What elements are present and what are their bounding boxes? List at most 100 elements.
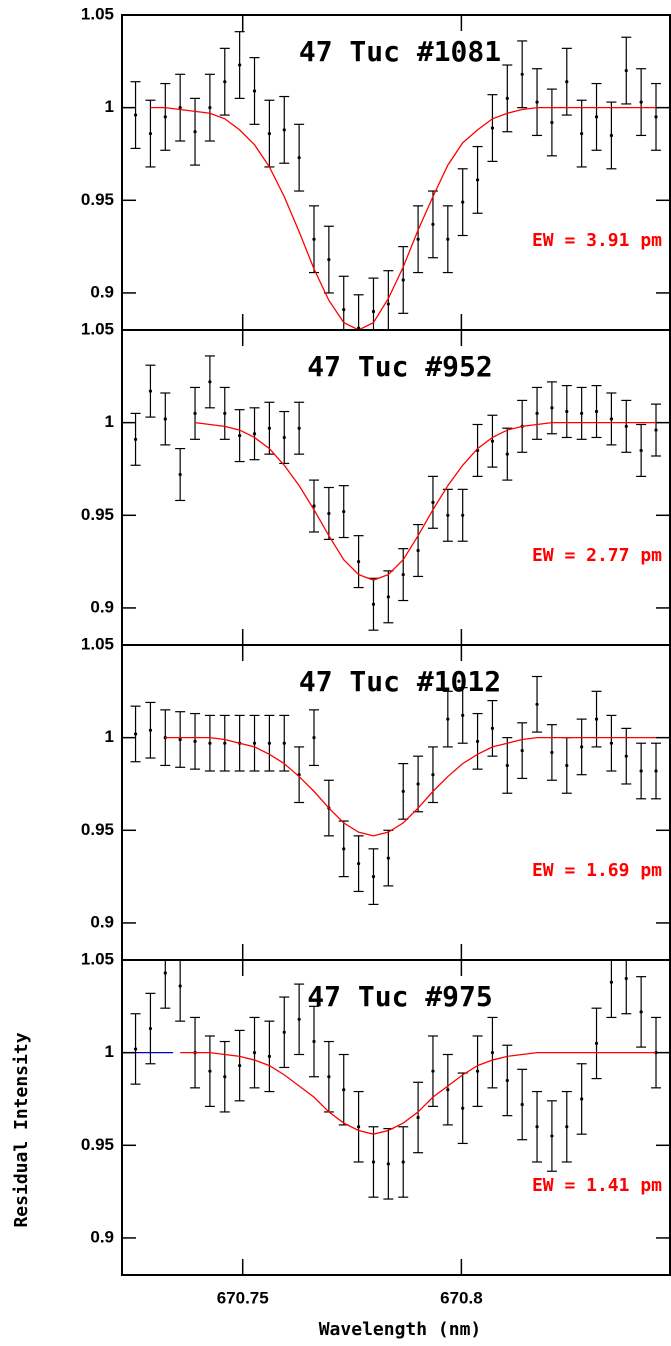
data-point — [252, 432, 257, 436]
data-point — [178, 106, 182, 110]
data-point — [609, 417, 613, 421]
data-point — [639, 448, 643, 453]
data-point — [594, 717, 599, 721]
data-point — [133, 437, 138, 441]
data-point — [594, 1041, 599, 1045]
data-point — [490, 126, 495, 130]
y-tick-label: 1 — [105, 1042, 114, 1061]
data-point — [163, 115, 167, 119]
data-point — [580, 1097, 584, 1101]
data-point — [401, 789, 405, 793]
data-point — [342, 847, 346, 851]
data-point — [505, 763, 509, 768]
data-point — [252, 89, 257, 93]
data-point — [624, 976, 628, 981]
data-point — [386, 302, 390, 306]
plot-area — [122, 960, 662, 1200]
data-point — [282, 741, 286, 745]
y-tick-label: 0.95 — [81, 505, 114, 524]
data-point — [550, 120, 554, 125]
data-point — [163, 971, 167, 975]
panel-title: 47 Tuc #975 — [307, 980, 492, 1013]
plot-area — [130, 355, 662, 631]
data-point — [327, 257, 331, 262]
data-point — [520, 72, 524, 76]
y-tick-label: 1.05 — [81, 949, 114, 968]
data-point — [580, 131, 584, 136]
data-point — [475, 178, 480, 182]
data-point — [565, 409, 569, 414]
data-point — [357, 560, 361, 564]
data-point — [208, 741, 212, 745]
ew-annotation: EW = 1.41 pm — [532, 1175, 662, 1196]
data-point — [505, 96, 509, 100]
data-point — [223, 80, 227, 84]
y-tick-label: 1 — [105, 97, 114, 116]
data-point — [148, 131, 153, 136]
y-tick-label: 1.05 — [81, 4, 114, 23]
data-point — [297, 1017, 301, 1021]
data-point — [133, 113, 138, 117]
data-point — [609, 741, 613, 745]
data-point — [431, 773, 435, 777]
data-point — [535, 1125, 539, 1129]
data-point — [565, 1125, 569, 1129]
ew-annotation: EW = 1.69 pm — [532, 860, 662, 881]
data-point — [431, 500, 435, 504]
panel-title: 47 Tuc #1081 — [299, 35, 501, 68]
data-point — [416, 548, 420, 553]
y-tick-label: 0.9 — [90, 1227, 114, 1246]
data-point — [505, 452, 509, 456]
data-point — [446, 513, 450, 517]
data-point — [133, 1047, 138, 1051]
x-axis-label: Wavelength (nm) — [319, 1319, 482, 1340]
data-point — [654, 769, 658, 773]
data-point — [312, 504, 316, 508]
data-point — [148, 728, 153, 732]
data-point — [342, 1088, 346, 1092]
data-point — [490, 439, 495, 443]
data-point — [565, 763, 569, 768]
data-point — [252, 1051, 257, 1055]
y-axis-label: Residual Intensity — [11, 1032, 32, 1227]
data-point — [446, 1088, 450, 1092]
data-point — [416, 1115, 420, 1120]
data-point — [639, 100, 643, 104]
data-point — [520, 749, 524, 753]
ew-annotation: EW = 3.91 pm — [532, 230, 662, 251]
y-tick-label: 0.9 — [90, 597, 114, 616]
data-point — [550, 750, 554, 755]
data-point — [386, 1162, 390, 1166]
data-point — [416, 782, 420, 786]
ew-annotation: EW = 2.77 pm — [532, 545, 662, 566]
data-point — [282, 435, 286, 440]
y-tick-label: 0.95 — [81, 190, 114, 209]
data-point — [357, 862, 361, 866]
data-point — [312, 1039, 316, 1044]
y-tick-label: 0.95 — [81, 1135, 114, 1154]
data-point — [297, 426, 301, 430]
data-point — [223, 411, 227, 415]
data-point — [223, 1075, 227, 1079]
data-point — [252, 741, 257, 745]
y-tick-label: 1 — [105, 412, 114, 431]
data-point — [490, 1051, 495, 1055]
data-point — [342, 509, 346, 514]
y-tick-label: 1.05 — [81, 634, 114, 653]
y-tick-label: 0.9 — [90, 282, 114, 301]
fit-line — [180, 1051, 657, 1135]
data-point — [267, 131, 271, 136]
data-point — [475, 1069, 480, 1073]
data-point — [267, 741, 271, 745]
data-point — [594, 409, 599, 414]
data-point — [297, 156, 301, 160]
data-point — [624, 424, 628, 428]
panel-title: 47 Tuc #952 — [307, 350, 492, 383]
data-point — [163, 417, 167, 421]
data-point — [282, 128, 286, 132]
data-point — [461, 713, 465, 718]
data-point — [148, 389, 153, 393]
data-point — [624, 754, 628, 758]
data-point — [535, 702, 539, 706]
x-tick-label: 670.75 — [217, 1288, 269, 1307]
